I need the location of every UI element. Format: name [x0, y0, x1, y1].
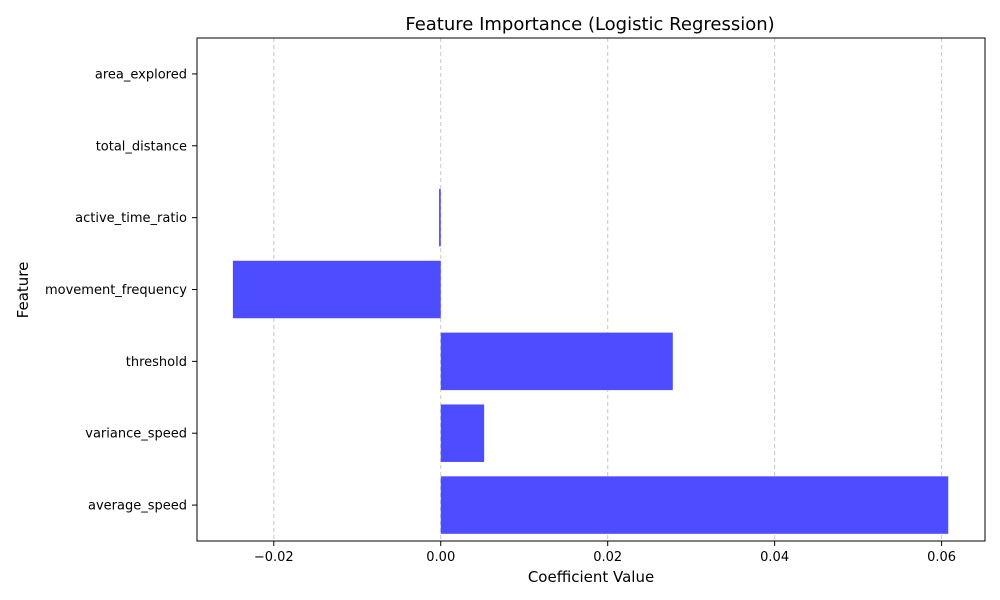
y-tick-label: variance_speed — [85, 427, 187, 442]
labels-layer: −0.02 0.00 0.02 0.04 0.06 average_speed varian… — [45, 67, 956, 565]
y-tick-label: movement_frequency — [45, 283, 187, 298]
x-tick-label: 0.00 — [426, 550, 455, 565]
bars-layer — [232, 188, 949, 534]
y-axis-label: Feature — [14, 262, 32, 319]
x-tick-label: −0.02 — [254, 550, 294, 565]
y-tick-label: average_speed — [88, 499, 187, 514]
chart-title: Feature Importance (Logistic Regression) — [405, 14, 774, 35]
bar-average-speed — [440, 476, 949, 534]
y-tick-label: active_time_ratio — [75, 211, 187, 226]
y-tick-label: threshold — [126, 355, 187, 370]
bar-active-time-ratio — [439, 188, 441, 247]
bar-movement-frequency — [232, 260, 441, 319]
bar-threshold — [440, 332, 673, 391]
x-tick-label: 0.06 — [927, 550, 956, 565]
y-tick-label: area_explored — [95, 67, 187, 82]
x-tick-label: 0.02 — [593, 550, 622, 565]
axes-layer — [192, 37, 986, 546]
bar-variance-speed — [440, 404, 485, 462]
x-axis-label: Coefficient Value — [528, 568, 654, 586]
x-tick-label: 0.04 — [760, 550, 789, 565]
y-tick-label: total_distance — [96, 139, 187, 154]
